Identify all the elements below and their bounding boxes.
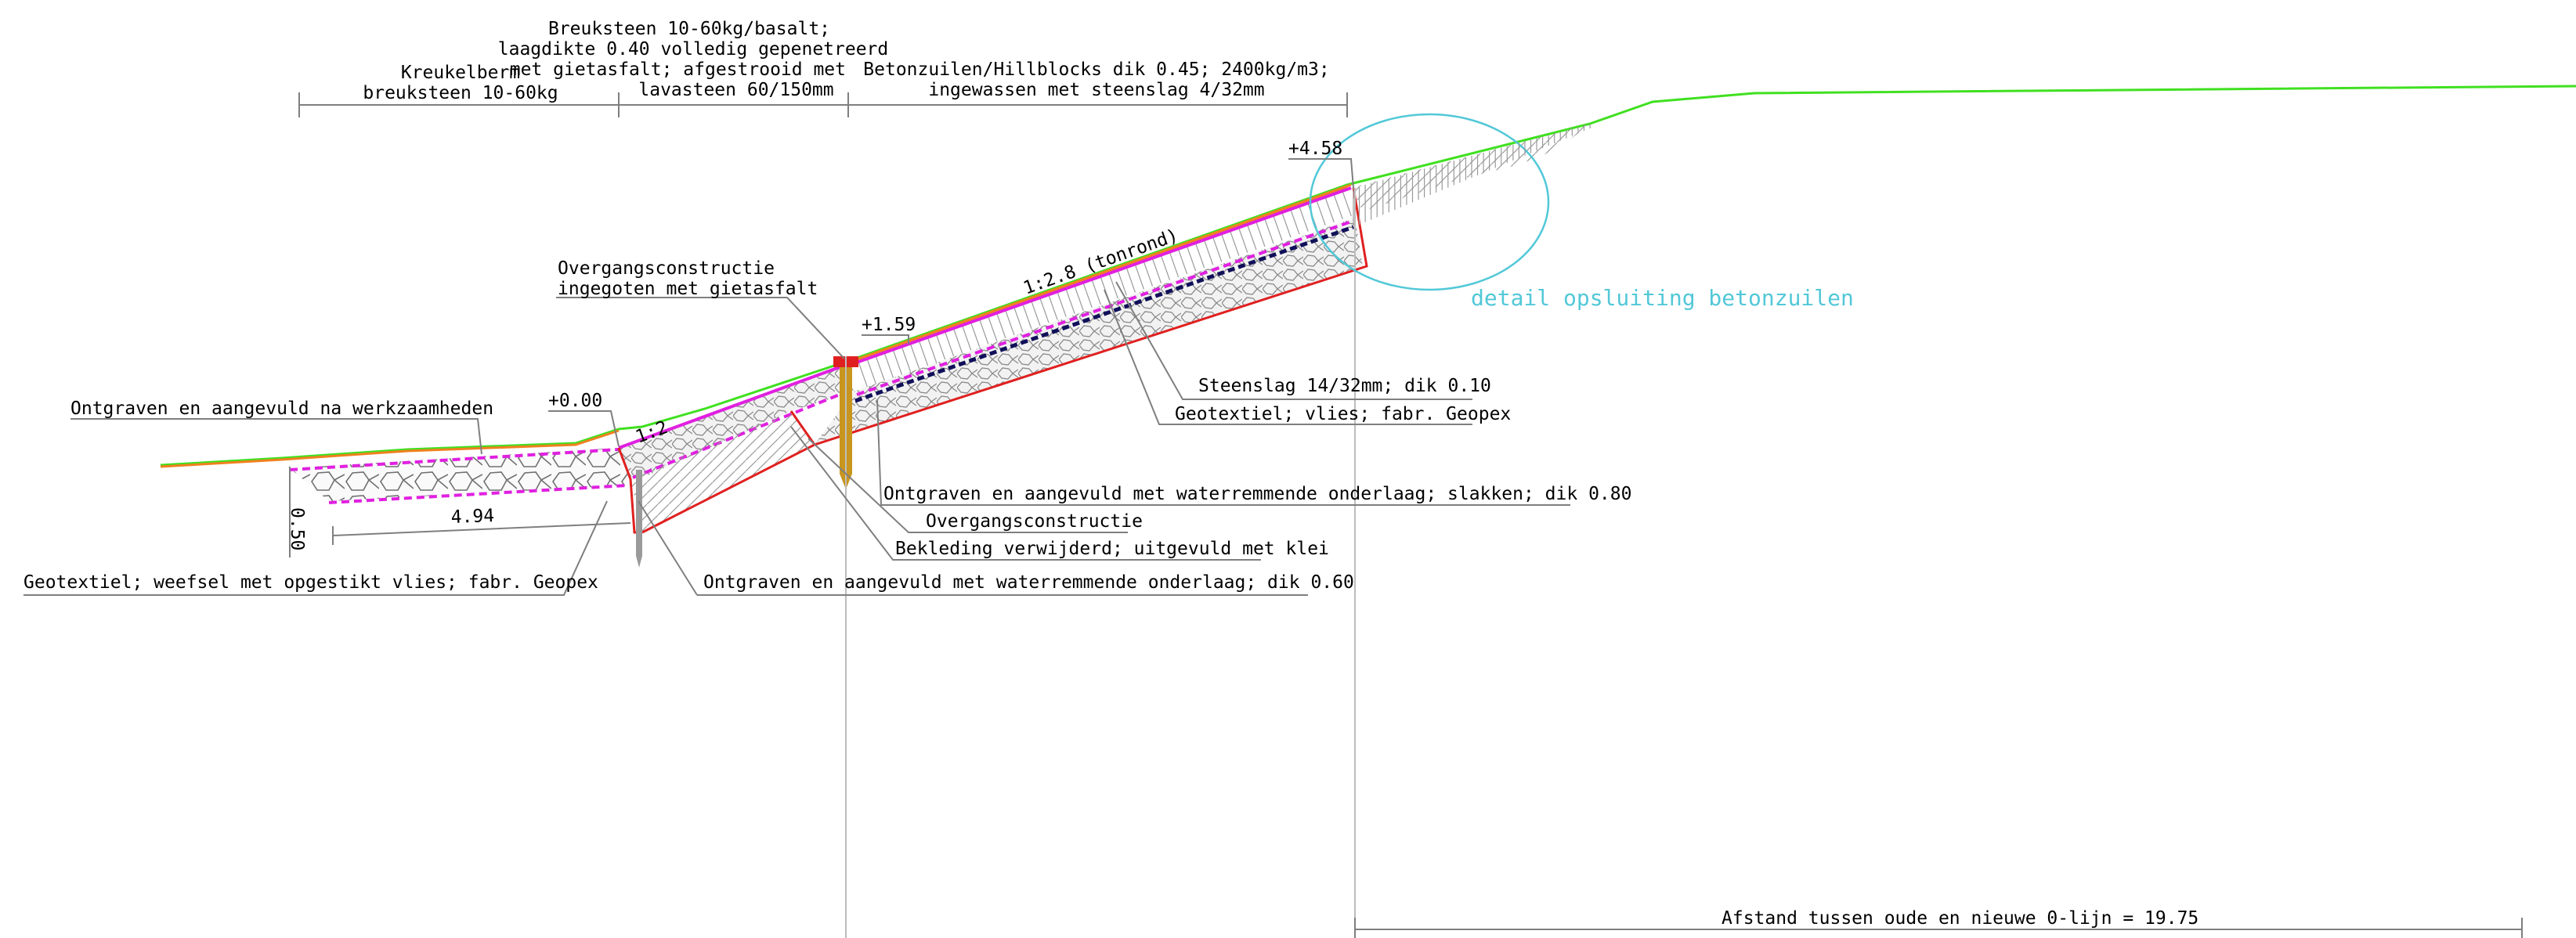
label-geotextiel-vlies: Geotextiel; vlies; fabr. Geopex <box>1175 404 1511 424</box>
label-overgangsconstructie: Overgangsconstructie <box>926 511 1143 532</box>
kreukelberm-toe <box>289 448 634 504</box>
label-steenslag: Steenslag 14/32mm; dik 0.10 <box>1198 376 1491 396</box>
column-hatch-line <box>944 330 955 357</box>
column-hatch-line <box>1117 270 1127 296</box>
column-hatch-line <box>1160 254 1171 280</box>
column-hatch-line <box>1074 285 1084 311</box>
column-hatch-line <box>1255 221 1266 247</box>
label-bekleding: Bekleding verwijderd; uitgevuld met klei <box>895 539 1329 559</box>
column-hatch-line <box>978 319 989 345</box>
column-hatch-line <box>901 346 912 372</box>
toe-dimensions <box>289 467 631 557</box>
label-geotextiel-weefsel: Geotextiel; weefsel met opgestikt vlies;… <box>23 572 598 593</box>
column-hatch-line <box>1237 227 1248 253</box>
column-hatch-line <box>1177 248 1188 275</box>
column-hatch-line <box>1273 215 1283 241</box>
column-hatch-line <box>987 316 998 341</box>
detail-ellipse <box>1309 113 1550 291</box>
column-hatch-line <box>1031 300 1041 326</box>
label-level-top: +4.58 <box>1288 139 1342 159</box>
column-hatch-line <box>1065 288 1075 314</box>
transition-post <box>833 356 858 938</box>
column-hatch-line <box>1324 197 1335 222</box>
label-ontgraven-slakken: Ontgraven en aangevuld met waterremmende… <box>883 484 1631 504</box>
column-hatch-line <box>1264 218 1274 244</box>
column-hatch-line <box>918 340 929 366</box>
toe-pile <box>636 470 642 568</box>
column-hatch-line <box>1220 233 1231 259</box>
column-hatch-line <box>1048 294 1058 320</box>
column-hatch-line <box>1082 282 1093 308</box>
column-hatch-line <box>1169 251 1180 278</box>
column-hatch-line <box>935 334 946 360</box>
label-breuksteen-1: Breuksteen 10-60kg/basalt; <box>548 19 830 39</box>
column-hatch-line <box>883 352 894 378</box>
label-level-zero: +0.00 <box>548 391 602 411</box>
label-ontgraven-werkzaamheden: Ontgraven en aangevuld na werkzaamheden <box>70 399 493 419</box>
column-hatch-line <box>1143 261 1154 287</box>
column-hatch-line <box>1212 236 1223 262</box>
column-hatch-line <box>1108 272 1118 299</box>
label-afstand: Afstand tussen oude en nieuwe 0-lijn = 1… <box>1722 908 2198 929</box>
column-hatch-line <box>875 355 885 381</box>
column-hatch-line <box>1333 193 1343 220</box>
column-hatch-line <box>1194 242 1205 269</box>
label-kreukelberm-material: breuksteen 10-60kg <box>363 83 558 103</box>
column-hatch-line <box>909 343 920 369</box>
column-hatch-line <box>961 325 972 351</box>
column-hatch-line <box>996 312 1006 339</box>
label-dim-494: 4.94 <box>450 506 494 528</box>
column-hatch-line <box>1091 279 1101 305</box>
label-ontgraven-060: Ontgraven en aangevuld met waterremmende… <box>703 572 1354 593</box>
column-hatch-line <box>970 322 981 348</box>
label-breuksteen-4: lavasteen 60/150mm <box>638 80 833 100</box>
label-level-mid: +1.59 <box>862 315 916 335</box>
column-hatch-line <box>1229 230 1240 256</box>
column-hatch-line <box>1290 209 1300 235</box>
column-hatch-line <box>1005 309 1015 336</box>
top-dimension-chain <box>298 92 1348 117</box>
column-hatch-line <box>1186 245 1197 272</box>
label-dim-050: 0.50 <box>287 507 307 550</box>
label-betonzuilen-1: Betonzuilen/Hillblocks dik 0.45; 2400kg/… <box>863 60 1329 80</box>
column-hatch-line <box>1247 224 1257 251</box>
column-hatch-line <box>892 349 903 375</box>
label-kreukelberm-title: Kreukelberm <box>401 63 520 83</box>
bottom-dimension <box>1354 918 2523 938</box>
column-hatch-line <box>1281 211 1292 238</box>
column-hatch-line <box>858 361 868 388</box>
embankment-ticks <box>1353 124 1591 227</box>
column-hatch-line <box>1125 267 1136 293</box>
label-betonzuilen-2: ingewassen met steenslag 4/32mm <box>928 80 1264 100</box>
column-hatch-line <box>1316 200 1326 225</box>
column-hatch-line <box>1013 306 1024 333</box>
embankment-hatching <box>1351 124 1590 211</box>
column-hatch-line <box>1151 258 1162 283</box>
column-hatch-line <box>1134 264 1145 290</box>
column-hatch-line <box>1342 190 1352 217</box>
leader-lines <box>23 158 1570 596</box>
label-breuksteen-3: met gietasfalt; afgestrooid met <box>510 60 846 80</box>
label-overgang-1: Overgangsconstructie <box>558 258 775 279</box>
annotation-labels: Kreukelberm breuksteen 10-60kg Breukstee… <box>23 19 2198 929</box>
column-hatch-line <box>1022 303 1032 330</box>
column-hatch-line <box>1203 240 1214 265</box>
column-hatch-line <box>866 359 876 384</box>
column-hatch-line <box>1039 298 1050 323</box>
column-hatch-line <box>927 337 938 363</box>
label-detail: detail opsluiting betonzuilen <box>1471 285 1854 311</box>
column-hatch-line <box>1057 291 1067 317</box>
upper-slope-betonzuilen <box>814 183 1368 446</box>
column-hatch-line <box>1299 206 1309 232</box>
label-overgang-2: ingegoten met gietasfalt <box>558 279 818 299</box>
label-breuksteen-2: laagdikte 0.40 volledig gepenetreerd <box>498 39 889 60</box>
column-hatch-line <box>952 328 963 354</box>
